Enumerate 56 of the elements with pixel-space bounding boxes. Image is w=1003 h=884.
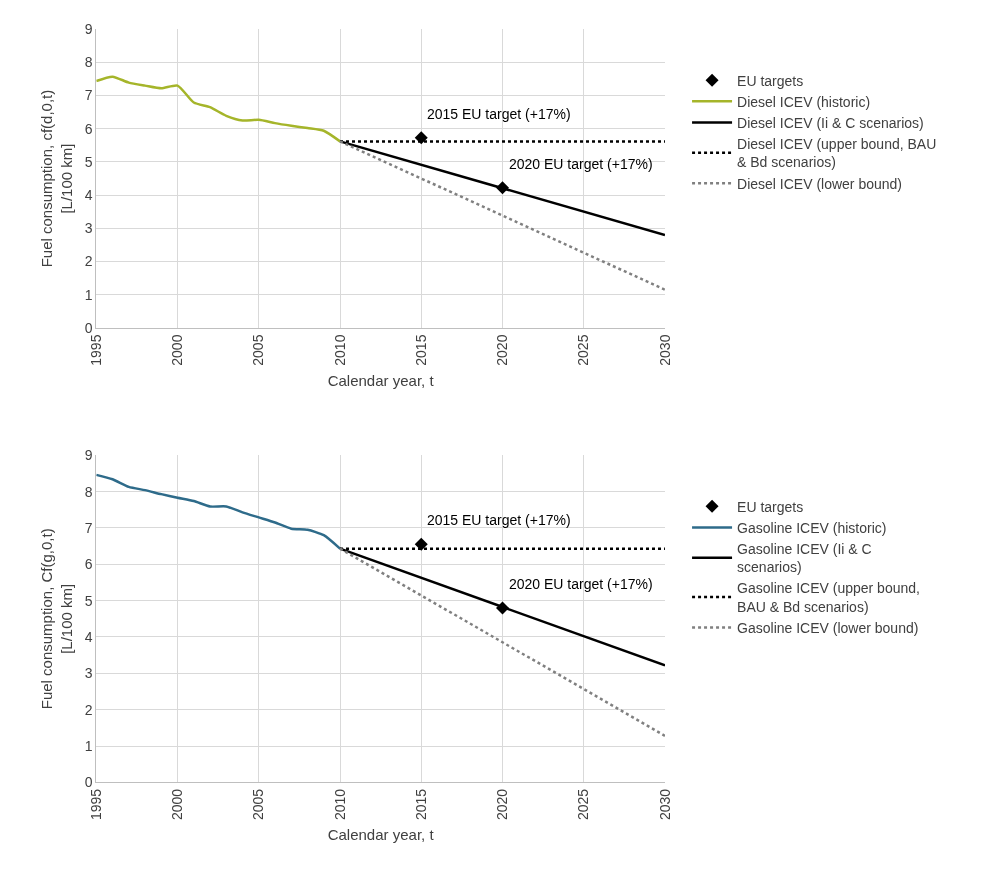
legend-label: Diesel ICEV (lower bound) [737,175,903,192]
x-tick-label: 1995 [87,788,104,821]
legend-label: Gasoline ICEV (Ii & C scenarios) [737,541,872,576]
y-tick-label: 9 [84,447,93,464]
y-tick-label: 1 [84,286,93,303]
legend-label: Diesel ICEV (upper bound, BAU & Bd scenarios) [737,136,937,171]
x-tick-label: 2000 [169,788,186,821]
line-series [96,473,342,550]
legend-label: Gasoline ICEV (lower bound) [737,619,919,636]
x-tick-label: 2030 [656,788,673,821]
legend-label: Gasoline ICEV (historic) [737,519,887,536]
x-tick-label: 2005 [250,788,267,821]
x-axis-title: Calendar year, t [327,371,435,389]
legend-label: Diesel ICEV (historic) [737,93,871,110]
y-axis-title: Fuel consumption, cf(d,0,t) [L/100 km] [38,89,75,268]
x-tick-label: 2010 [331,334,348,366]
annotation: 2020 EU target (+17%) [509,576,653,592]
y-tick-label: 2 [84,253,93,270]
x-tick-label: 2025 [575,334,592,366]
legend-label: Diesel ICEV (Ii & C scenarios) [737,114,924,131]
x-tick-label: 2010 [331,788,348,821]
y-tick-label: 2 [84,701,93,718]
x-tick-label: 2015 [412,788,429,821]
line-series [96,75,342,143]
y-tick-label: 5 [84,153,93,170]
y-axis-title: Fuel consumption, Cf(g,0,t) [L/100 km] [38,528,75,710]
y-tick-label: 9 [84,21,93,38]
legend-label: Gasoline ICEV (upper bound, BAU & Bd scenarios) [737,580,920,615]
x-tick-label: 2025 [575,788,592,821]
x-axis-title: Calendar year, t [327,826,435,844]
legend-label: EU targets [737,72,804,89]
y-tick-label: 4 [84,187,93,204]
y-tick-label: 6 [84,556,93,573]
y-tick-label: 3 [84,220,93,237]
x-tick-label: 2000 [169,334,186,366]
y-tick-label: 4 [84,628,93,645]
legend-label: EU targets [737,498,804,515]
x-tick-label: 2020 [494,334,511,366]
y-tick-label: 3 [84,665,93,682]
annotation: 2015 EU target (+17%) [427,106,571,122]
x-tick-label: 2005 [250,334,267,366]
y-tick-label: 5 [84,592,93,609]
y-tick-label: 0 [84,319,93,336]
y-tick-label: 8 [84,54,93,71]
y-tick-label: 1 [84,737,93,754]
x-tick-label: 1995 [87,334,104,366]
x-tick-label: 2030 [656,334,673,366]
annotation: 2015 EU target (+17%) [427,512,571,528]
x-tick-label: 2015 [412,334,429,366]
y-tick-label: 0 [84,774,93,791]
y-tick-label: 8 [84,483,93,500]
annotation: 2020 EU target (+17%) [509,156,653,172]
y-tick-label: 6 [84,120,93,137]
y-tick-label: 7 [84,519,93,536]
y-tick-label: 7 [84,87,93,104]
x-tick-label: 2020 [494,788,511,821]
